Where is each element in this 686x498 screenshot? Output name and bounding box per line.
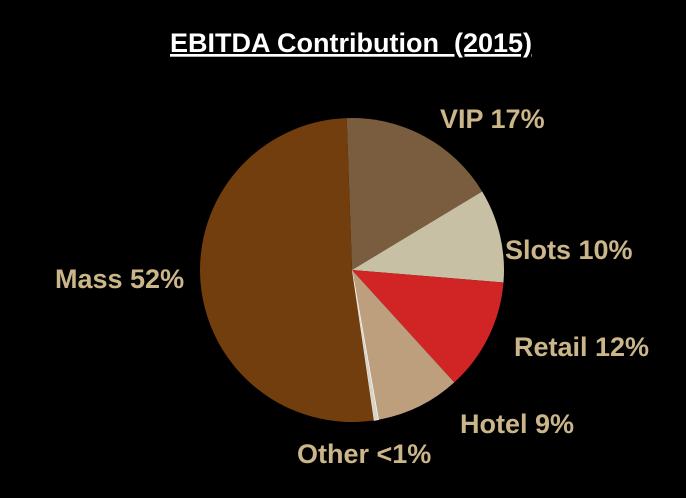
chart-title: EBITDA Contribution (2015) <box>170 28 532 58</box>
pie-slices <box>200 117 505 422</box>
pie-slice-other <box>351 269 379 421</box>
slice-label-other: Other <1% <box>297 439 431 469</box>
pie-slice-mass <box>200 118 374 422</box>
slice-label-retail: Retail 12% <box>514 332 649 362</box>
pie-slice-retail <box>352 270 504 383</box>
slice-label-vip: VIP 17% <box>440 104 545 134</box>
pie-slice-hotel <box>352 270 455 420</box>
pie-slice-vip <box>346 117 483 270</box>
pie-labels: VIP 17% Slots 10% Retail 12% Hotel 9% Other … <box>55 104 649 469</box>
pie-slice-slots <box>352 191 505 283</box>
slice-label-mass: Mass 52% <box>55 264 184 294</box>
slice-label-slots: Slots 10% <box>505 235 633 265</box>
slice-label-hotel: Hotel 9% <box>460 409 574 439</box>
